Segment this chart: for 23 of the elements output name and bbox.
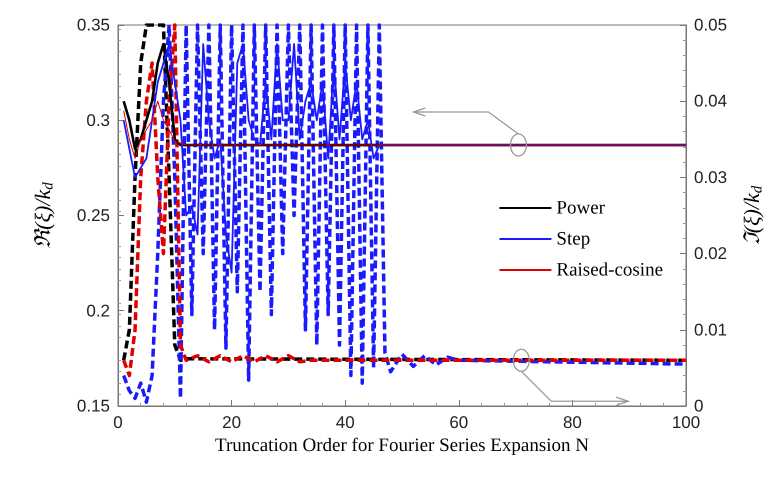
- legend-label: Power: [556, 198, 606, 218]
- y-tick-label: 0.15: [76, 396, 110, 416]
- x-tick-label: 100: [672, 413, 700, 432]
- x-axis-title: Truncation Order for Fourier Series Expansion N: [215, 435, 590, 456]
- y-tick-label: 0.25: [76, 206, 110, 225]
- y-axis-title: ℜ(ξ)/kd: [30, 182, 56, 249]
- legend-label: Step: [556, 228, 590, 250]
- y2-tick-label: 0.01: [694, 320, 728, 340]
- x-tick-label: 0: [113, 413, 123, 432]
- y2-tick-label: 0.05: [694, 16, 728, 34]
- x-tick-label: 80: [562, 413, 582, 432]
- x-tick-label: 20: [222, 413, 242, 432]
- y2-tick-label: 0.03: [694, 168, 728, 187]
- legend-label: Raised-cosine: [556, 260, 663, 280]
- x-tick-label: 40: [336, 413, 355, 432]
- y2-axis-title: ℑ(ξ)/kd: [739, 185, 766, 246]
- y-tick-label: 0.35: [76, 16, 110, 34]
- x-tick-label: 60: [449, 413, 468, 432]
- y2-tick-label: 0: [694, 396, 704, 416]
- y-tick-label: 0.2: [86, 301, 110, 320]
- y2-tick-label: 0.02: [694, 244, 728, 264]
- y2-tick-label: 0.04: [694, 92, 728, 111]
- y-tick-label: 0.3: [86, 110, 110, 130]
